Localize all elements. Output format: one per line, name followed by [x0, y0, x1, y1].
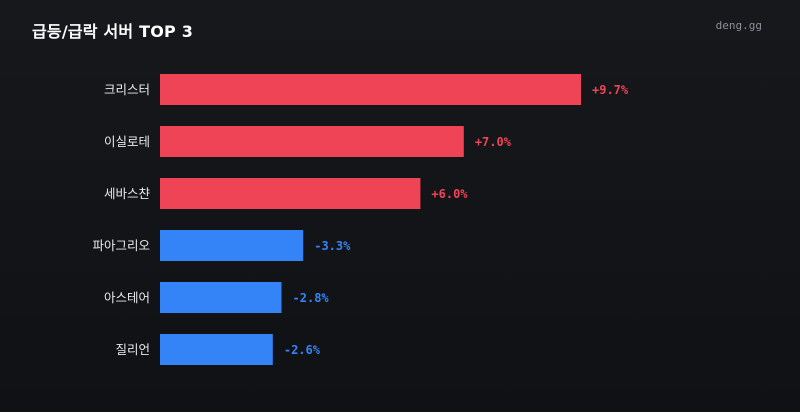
value-label: +9.7% — [592, 83, 629, 97]
bar-2 — [160, 178, 421, 209]
bar-3 — [160, 230, 304, 261]
chart-title: 급등/급락 서버 TOP 3 — [32, 22, 194, 41]
value-label: -3.3% — [314, 239, 351, 253]
value-label: +7.0% — [475, 135, 512, 149]
bar-4 — [160, 282, 282, 313]
category-label: 크리스터 — [104, 82, 150, 97]
bar-0 — [160, 74, 581, 105]
bar-5 — [160, 334, 273, 365]
category-label: 세바스챤 — [104, 186, 151, 201]
value-label: +6.0% — [431, 187, 468, 201]
category-label: 이실로테 — [104, 134, 150, 149]
value-label: -2.6% — [284, 343, 321, 357]
category-label: 아스테어 — [104, 290, 150, 305]
category-label: 질리언 — [115, 342, 150, 357]
brand-label: deng.gg — [715, 19, 762, 32]
value-label: -2.8% — [293, 291, 330, 305]
category-label: 파아그리오 — [92, 238, 150, 253]
bar-1 — [160, 126, 464, 157]
